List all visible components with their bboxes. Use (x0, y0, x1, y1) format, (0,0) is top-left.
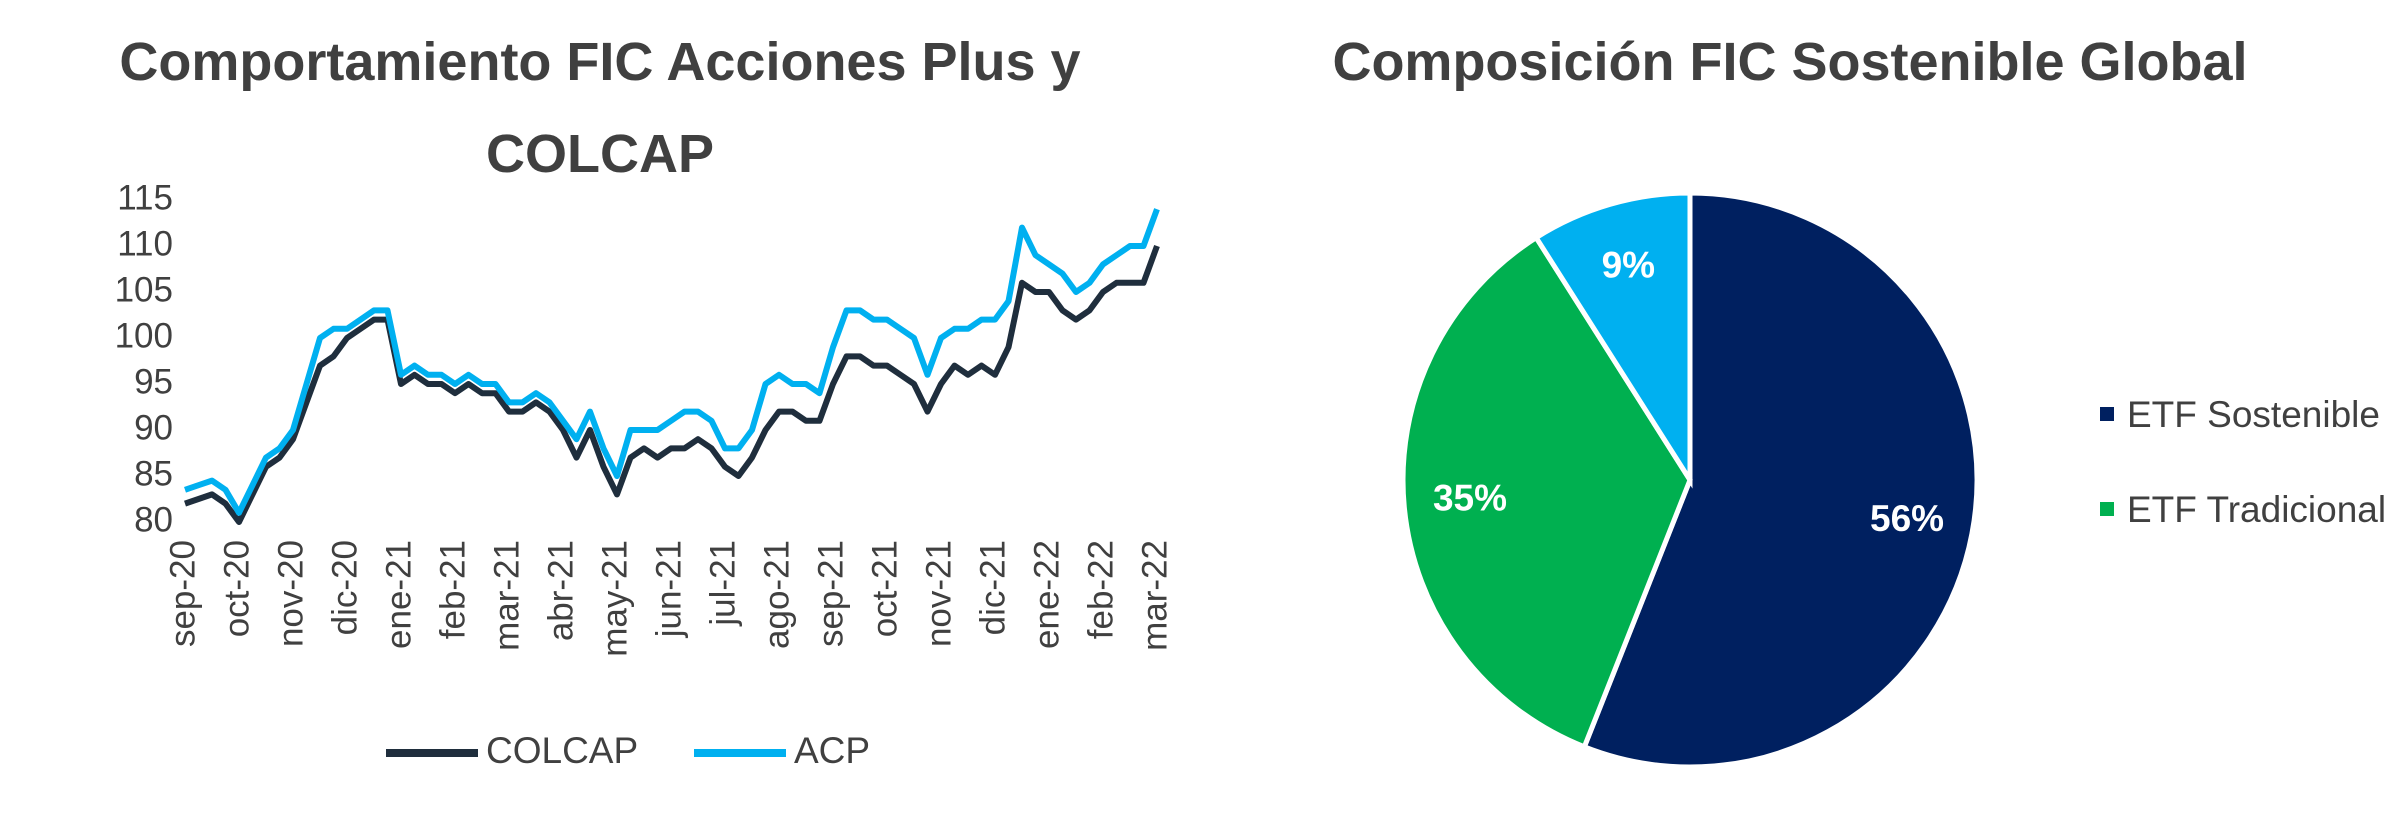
x-tick-label: dic-20 (325, 540, 364, 635)
legend-swatch (2100, 407, 2114, 421)
x-tick-label: may-21 (595, 540, 634, 657)
legend-label: ACP (794, 730, 870, 771)
pie-slice (1581, 190, 1980, 770)
x-tick-label: sep-21 (811, 540, 850, 647)
x-tick-label: oct-20 (217, 540, 256, 637)
y-tick-label: 115 (117, 178, 173, 217)
x-tick-label: nov-20 (271, 540, 310, 647)
y-tick-label: 95 (134, 362, 173, 401)
pie-slice (1532, 190, 1693, 489)
legend-label: ETF Sostenible (2127, 394, 2380, 435)
series-line (184, 244, 1160, 525)
x-tick-label: mar-21 (487, 540, 526, 651)
x-tick-label: abr-21 (541, 540, 580, 641)
value-label: 35% (1433, 478, 1507, 519)
legend-swatch (2100, 502, 2114, 516)
x-tick-label: jul-21 (703, 540, 742, 627)
x-tick-label: jun-21 (649, 540, 688, 638)
x-tick-label: oct-21 (865, 540, 904, 637)
y-tick-label: 105 (115, 270, 173, 309)
legend-label: ETF Tradicional (2127, 489, 2387, 530)
y-tick-label: 110 (117, 224, 173, 263)
y-tick-label: 100 (115, 316, 173, 355)
value-label: 9% (1602, 245, 1655, 286)
y-tick-label: 90 (134, 408, 173, 447)
x-tick-label: feb-21 (433, 540, 472, 639)
series-line (184, 208, 1160, 516)
x-tick-label: mar-22 (1135, 540, 1174, 651)
pie-slice (1400, 234, 1693, 751)
y-tick-label: 85 (134, 454, 173, 493)
x-tick-label: feb-22 (1081, 540, 1120, 639)
pie-title: Composición FIC Sostenible Global (1332, 32, 2248, 92)
value-label: 56% (1870, 498, 1944, 539)
x-tick-label: ene-22 (1027, 540, 1066, 649)
y-tick-label: 80 (134, 500, 173, 539)
x-tick-label: dic-21 (973, 540, 1012, 635)
line-title: Comportamiento FIC Acciones Plus y COLCA… (119, 32, 1081, 184)
x-tick-label: ene-21 (379, 540, 418, 649)
x-tick-label: nov-21 (919, 540, 958, 647)
x-tick-label: ago-21 (757, 540, 796, 649)
legend-label: COLCAP (486, 730, 638, 771)
x-tick-label: sep-20 (163, 540, 202, 647)
